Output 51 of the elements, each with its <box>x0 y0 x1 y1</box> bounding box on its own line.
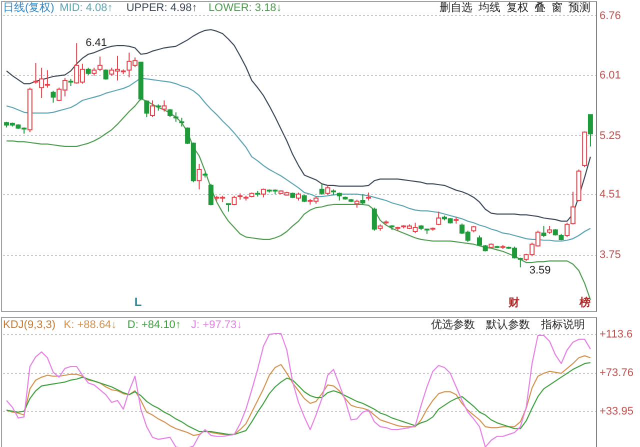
candlestick <box>50 90 56 104</box>
annotation: 3.59 <box>529 264 551 276</box>
candlestick <box>372 207 377 232</box>
candlestick <box>150 100 156 118</box>
y-tick-label: 3.75 <box>600 249 621 262</box>
annotation: 6.41 <box>86 37 108 50</box>
y-tick-label: 6.76 <box>600 10 621 22</box>
candlestick <box>144 100 150 118</box>
annotation: 复权 <box>506 2 528 14</box>
candlestick <box>196 163 202 190</box>
text: K: +88.64↓ <box>64 319 117 331</box>
y-tick-label: +33.95 <box>600 406 634 418</box>
text: MID: 4.08↑ <box>60 2 113 14</box>
candlestick <box>162 100 167 112</box>
text: J: +97.73↓ <box>191 319 242 331</box>
annotation: 叠 <box>534 2 546 14</box>
annotation: 指标说明 <box>540 319 585 331</box>
candlestick <box>436 211 442 226</box>
candlestick <box>319 183 324 196</box>
text: D: +84.10↑ <box>127 319 181 331</box>
annotation: L <box>134 295 142 309</box>
annotation: 预测 <box>568 2 590 14</box>
candlestick <box>325 184 330 196</box>
annotation: 榜 <box>578 296 590 309</box>
y-tick-label: +73.76 <box>600 367 634 380</box>
candlestick <box>232 195 237 206</box>
line-series <box>6 78 592 242</box>
y-tick-label: +113.6 <box>600 328 633 340</box>
y-tick-label: 6.01 <box>600 69 621 82</box>
candlestick <box>588 114 593 147</box>
candlestick <box>541 225 546 238</box>
y-tick-label: 5.25 <box>600 130 621 142</box>
text: LOWER: 3.18↓ <box>208 2 282 14</box>
annotation: 均线 <box>478 1 500 14</box>
y-tick-label: 4.51 <box>600 188 621 201</box>
chart-title: KDJ(9,3,3) <box>3 319 56 331</box>
candlestick <box>570 191 576 225</box>
chart-title: 日线(复权) <box>3 1 54 14</box>
annotation: 窗 <box>552 1 562 14</box>
annotation: 优选参数 <box>431 318 475 331</box>
annotation: 默认参数 <box>485 318 530 331</box>
candlestick <box>518 257 523 268</box>
candlestick <box>173 112 178 122</box>
candlestick <box>477 234 482 246</box>
candlestick <box>208 183 214 206</box>
candlestick <box>564 222 570 238</box>
annotation: 财 <box>508 296 520 309</box>
series-label: UPPER: 4.98↑ <box>126 2 198 14</box>
candlestick <box>360 194 366 205</box>
annotation: 删自选 <box>440 1 472 14</box>
line-series <box>6 332 592 447</box>
